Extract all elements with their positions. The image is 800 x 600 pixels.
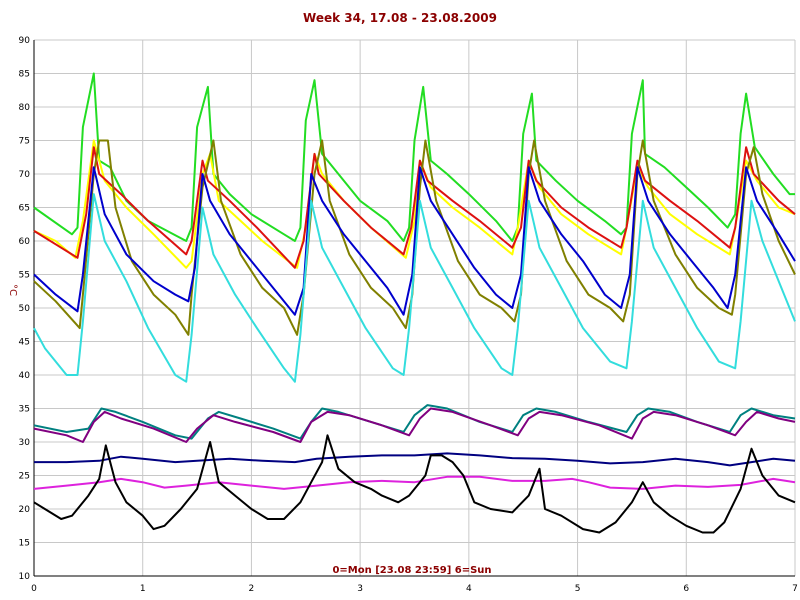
series-line-8 xyxy=(34,452,796,467)
x-tick-label: 5 xyxy=(575,584,581,594)
x-tick-label: 7 xyxy=(792,584,798,594)
y-tick-label: 60 xyxy=(19,237,31,247)
series-line-9 xyxy=(33,475,796,490)
series-line-6 xyxy=(33,404,796,440)
series-line-7 xyxy=(33,407,796,443)
x-tick-label: 1 xyxy=(140,584,146,594)
y-tick-label: 85 xyxy=(19,70,30,80)
y-tick-label: 20 xyxy=(19,505,31,515)
y-tick-label: 30 xyxy=(19,438,31,448)
y-tick-label: 75 xyxy=(19,137,30,147)
y-tick-label: 40 xyxy=(19,371,31,381)
y-tick-label: 65 xyxy=(19,204,30,214)
series-line-5 xyxy=(33,193,796,383)
y-tick-label: 70 xyxy=(19,170,31,180)
y-tick-label: 10 xyxy=(19,572,31,582)
x-tick-label: 2 xyxy=(249,584,255,594)
series-line-0 xyxy=(33,72,795,242)
x-tick-label: 4 xyxy=(466,584,472,594)
y-tick-label: 80 xyxy=(19,103,31,113)
x-tick-label: 6 xyxy=(683,584,689,594)
y-tick-label: 45 xyxy=(19,338,30,348)
x-tick-label: 0 xyxy=(31,584,37,594)
y-tick-label: 55 xyxy=(19,271,30,281)
y-tick-label: 25 xyxy=(19,472,30,482)
series-line-10 xyxy=(33,434,796,534)
series-line-2 xyxy=(33,146,796,269)
series-line-4 xyxy=(33,166,796,316)
y-tick-label: 15 xyxy=(19,539,30,549)
y-tick-label: 50 xyxy=(19,304,31,314)
y-axis-label: °C xyxy=(7,284,18,296)
y-tick-label: 90 xyxy=(19,36,31,46)
series-line-1 xyxy=(33,139,796,269)
series-lines xyxy=(33,72,796,534)
x-tick-label: 3 xyxy=(357,584,363,594)
x-axis-label: 0=Mon [23.08 23:59] 6=Sun xyxy=(332,565,491,576)
y-tick-label: 35 xyxy=(19,405,30,415)
chart-title: Week 34, 17.08 - 23.08.2009 xyxy=(303,11,497,25)
